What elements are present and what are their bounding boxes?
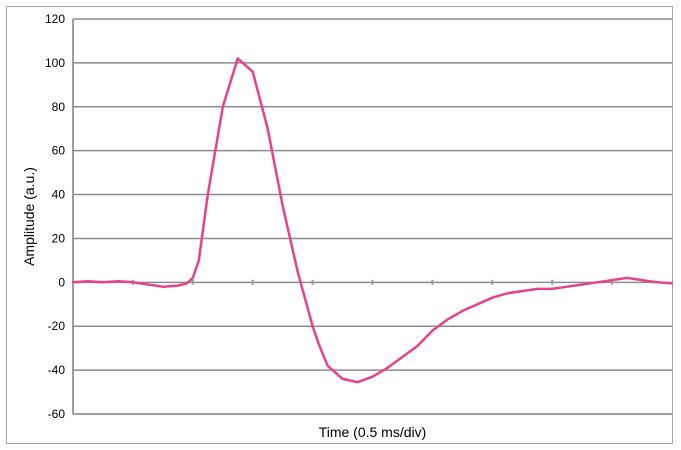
y-tick-label: -20 — [48, 319, 66, 333]
y-tick-label: 100 — [45, 56, 65, 70]
y-tick-label: 120 — [45, 12, 65, 26]
y-tick-label: -60 — [48, 407, 66, 421]
y-tick-label: 20 — [52, 231, 66, 245]
y-tick-label: 0 — [58, 275, 65, 289]
y-axis-title: Amplitude (a.u.) — [21, 167, 37, 266]
y-tick-label: -40 — [48, 363, 66, 377]
x-axis-title: Time (0.5 ms/div) — [319, 424, 427, 440]
chart-frame — [6, 6, 673, 444]
series-group — [71, 57, 674, 384]
series-line — [71, 57, 674, 384]
axes — [72, 19, 672, 415]
y-tick-label: 40 — [52, 188, 66, 202]
y-tick-label: 60 — [52, 144, 66, 158]
y-tick-labels: 120 100 80 60 40 20 0 -20 -40 -60 — [45, 12, 65, 421]
gridlines — [73, 18, 672, 371]
y-tick-label: 80 — [52, 100, 66, 114]
